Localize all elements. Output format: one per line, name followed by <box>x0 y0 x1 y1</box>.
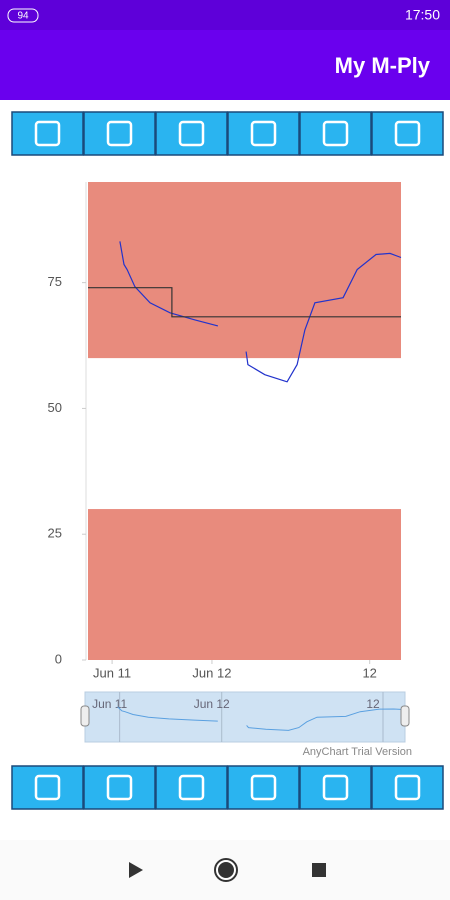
y-tick-label: 75 <box>48 274 62 289</box>
recents-button[interactable] <box>312 863 326 877</box>
add-button-icon <box>322 120 349 147</box>
scroller-label: Jun 12 <box>194 697 230 711</box>
home-button[interactable] <box>216 860 236 880</box>
y-tick-label: 50 <box>48 400 62 415</box>
battery-level: 94 <box>17 11 29 22</box>
x-tick-label: Jun 12 <box>192 665 231 680</box>
month-button-icon <box>178 120 205 147</box>
week-button-icon <box>106 120 133 147</box>
back-nav-button[interactable] <box>371 765 444 810</box>
remove-button-icon <box>394 120 421 147</box>
x-tick-label: Jun 11 <box>93 665 131 680</box>
top-toolbar <box>11 111 444 156</box>
clock: 17:50 <box>405 7 440 23</box>
walk-button-icon <box>34 774 61 801</box>
home-ring <box>214 858 238 882</box>
refresh-button[interactable] <box>299 765 372 810</box>
calendar-button[interactable] <box>227 111 300 156</box>
scroller-handle[interactable] <box>400 705 410 727</box>
home-nav-button[interactable] <box>155 765 228 810</box>
calendar-button-icon <box>250 120 277 147</box>
range-band <box>88 182 401 359</box>
app-title: My M-Ply <box>335 53 431 78</box>
valve-button[interactable] <box>227 765 300 810</box>
scroller-label: Jun 11 <box>92 697 127 711</box>
scroller <box>84 691 406 743</box>
walk-button[interactable] <box>11 765 84 810</box>
credit: AnyChart Trial Version <box>303 746 412 758</box>
scroller-handle[interactable] <box>80 705 90 727</box>
series-line <box>88 287 401 318</box>
battery-icon <box>7 8 39 23</box>
day-button-icon <box>34 120 61 147</box>
x-tick-label: 12 <box>362 665 376 680</box>
refresh-button-icon <box>322 774 349 801</box>
scroller-label: 12 <box>366 697 380 711</box>
status-bar <box>0 0 450 30</box>
week-button[interactable] <box>83 111 156 156</box>
search-button[interactable] <box>83 765 156 810</box>
y-tick-label: 25 <box>48 526 62 541</box>
add-button[interactable] <box>299 111 372 156</box>
home-nav-button-icon <box>178 774 205 801</box>
chart: 0 25 50 75 Jun 11 Jun 11 Jun 12 Jun 12 12 12 AnyCh… <box>48 182 412 758</box>
back-nav-button-icon <box>394 774 421 801</box>
scroller-line <box>117 706 406 731</box>
search-button-icon <box>106 774 133 801</box>
remove-button[interactable] <box>371 111 444 156</box>
month-button[interactable] <box>155 111 228 156</box>
app-bar <box>0 30 450 100</box>
bottom-toolbar <box>11 765 444 810</box>
y-tick-label: 0 <box>55 651 62 666</box>
valve-button-icon <box>250 774 277 801</box>
back-button[interactable] <box>129 862 143 878</box>
range-band <box>88 509 401 660</box>
day-button[interactable] <box>11 111 84 156</box>
